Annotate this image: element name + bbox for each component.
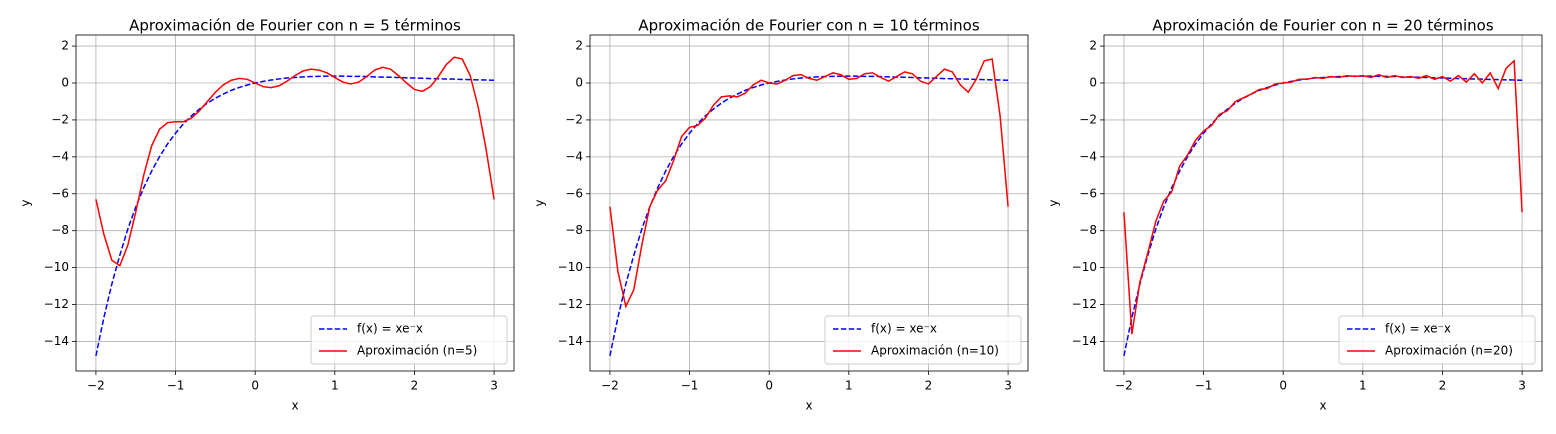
y-tick-label: 2 <box>575 39 583 53</box>
x-tick-label: −1 <box>1195 379 1213 393</box>
legend-label: f(x) = xe⁻x <box>871 322 937 336</box>
y-tick-label: −8 <box>565 223 583 237</box>
legend-label: f(x) = xe⁻x <box>357 322 423 336</box>
legend-label: Aproximación (n=5) <box>357 344 477 358</box>
x-tick-label: 2 <box>925 379 933 393</box>
y-tick-label: −4 <box>1079 149 1097 163</box>
y-tick-label: −12 <box>44 297 69 311</box>
y-tick-label: −10 <box>1072 260 1097 274</box>
x-tick-label: 3 <box>490 379 498 393</box>
chart-title: Aproximación de Fourier con n = 10 térmi… <box>638 17 979 35</box>
y-tick-label: −6 <box>51 186 69 200</box>
subplot: −2 −1 0 1 2 3−14−12−10−8−6−4−202Aproximación … <box>1047 17 1543 413</box>
x-tick-label: 0 <box>1279 379 1287 393</box>
y-tick-label: −4 <box>51 149 69 163</box>
x-tick-label: 0 <box>251 379 259 393</box>
legend-box <box>1338 315 1536 365</box>
legend-box <box>824 315 1022 365</box>
data-line <box>95 75 495 357</box>
x-axis-label: x <box>805 399 812 413</box>
x-tick-label: 2 <box>1439 379 1447 393</box>
x-axis-label: x <box>291 399 298 413</box>
x-tick-label: −1 <box>167 379 185 393</box>
y-tick-label: −14 <box>558 334 583 348</box>
x-tick-label: 3 <box>1518 379 1526 393</box>
y-tick-label: 0 <box>575 76 583 90</box>
y-tick-label: −8 <box>1079 223 1097 237</box>
y-tick-label: −6 <box>565 186 583 200</box>
y-axis-label: y <box>1047 199 1061 206</box>
y-tick-label: −8 <box>51 223 69 237</box>
x-tick-label: 2 <box>411 379 419 393</box>
legend-box <box>310 315 508 365</box>
x-tick-label: −1 <box>681 379 699 393</box>
y-tick-label: −12 <box>1072 297 1097 311</box>
x-tick-label: 1 <box>331 379 339 393</box>
data-line <box>1123 75 1523 357</box>
legend-label: Aproximación (n=20) <box>1385 344 1513 358</box>
y-tick-label: −2 <box>565 112 583 126</box>
subplot: −2 −1 0 1 2 3−14−12−10−8−6−4−202Aproximación … <box>19 17 515 413</box>
legend-label: f(x) = xe⁻x <box>1385 322 1451 336</box>
x-tick-label: 1 <box>1359 379 1367 393</box>
y-tick-label: −14 <box>1072 334 1097 348</box>
y-axis-label: y <box>533 199 547 206</box>
x-tick-label: 3 <box>1004 379 1012 393</box>
y-tick-label: −2 <box>1079 112 1097 126</box>
axes-frame <box>75 34 515 372</box>
data-line <box>1123 59 1523 335</box>
y-tick-label: 0 <box>61 76 69 90</box>
y-tick-label: 2 <box>61 39 69 53</box>
y-tick-label: 2 <box>1089 39 1097 53</box>
axes-frame <box>1103 34 1543 372</box>
x-axis-label: x <box>1319 399 1326 413</box>
y-tick-label: −14 <box>44 334 69 348</box>
y-tick-label: −6 <box>1079 186 1097 200</box>
chart-title: Aproximación de Fourier con n = 5 términ… <box>129 17 461 35</box>
y-tick-label: −10 <box>44 260 69 274</box>
x-tick-label: −2 <box>1115 379 1133 393</box>
chart-title: Aproximación de Fourier con n = 20 térmi… <box>1152 17 1493 35</box>
axes-frame <box>589 34 1029 372</box>
y-tick-label: −10 <box>558 260 583 274</box>
y-axis-label: y <box>19 199 33 206</box>
y-tick-label: 0 <box>1089 76 1097 90</box>
legend-label: Aproximación (n=10) <box>871 344 999 358</box>
x-tick-label: −2 <box>87 379 105 393</box>
x-tick-label: −2 <box>601 379 619 393</box>
x-tick-label: 0 <box>765 379 773 393</box>
y-tick-label: −2 <box>51 112 69 126</box>
y-tick-label: −12 <box>558 297 583 311</box>
data-line <box>609 58 1009 309</box>
data-line <box>95 56 495 267</box>
x-tick-label: 1 <box>845 379 853 393</box>
data-line <box>609 75 1009 357</box>
y-tick-label: −4 <box>565 149 583 163</box>
subplot: −2 −1 0 1 2 3−14−12−10−8−6−4−202Aproximación … <box>533 17 1029 413</box>
